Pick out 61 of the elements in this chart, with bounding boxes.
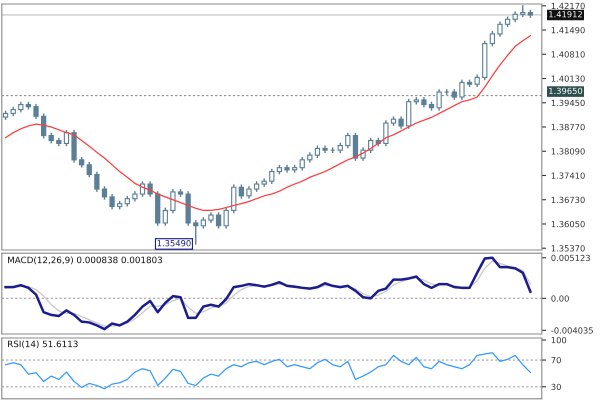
- y-tick-label: 1.35370: [552, 245, 585, 252]
- y-tick-label: 0.005123: [551, 254, 590, 262]
- y-tick-label: -0.004035: [551, 327, 593, 334]
- y-tick-label: 70: [552, 357, 561, 364]
- candlestick: [452, 89, 457, 100]
- y-tick-label: 1.40130: [552, 75, 585, 82]
- candlestick: [18, 102, 24, 112]
- y-tick-label: 1.38090: [552, 148, 585, 155]
- y-tick-label: 1.36730: [552, 196, 585, 204]
- candlestick: [238, 184, 244, 199]
- candlestick: [147, 181, 153, 197]
- candlestick: [269, 168, 274, 184]
- candlestick: [398, 116, 404, 129]
- y-tick-label: 100: [552, 336, 566, 344]
- candlestick: [490, 31, 496, 46]
- candlestick: [352, 132, 358, 161]
- y-tick-label: 0.00: [551, 295, 569, 302]
- candlestick: [300, 156, 305, 170]
- y-tick-label: 1.36050: [552, 220, 585, 228]
- annotation: 1.35490: [158, 240, 191, 246]
- candlestick: [436, 89, 442, 111]
- candlestick: [208, 212, 214, 223]
- candlestick: [94, 172, 100, 192]
- candlestick: [162, 208, 168, 226]
- candlestick: [459, 80, 465, 100]
- line-series: [4, 352, 532, 390]
- candlestick: [48, 132, 54, 144]
- ref-line-label: 1.41912: [549, 11, 582, 18]
- y-tick-label: 30: [551, 384, 561, 390]
- candlestick: [512, 12, 518, 22]
- candlestick: [497, 21, 503, 37]
- candlestick: [79, 156, 84, 168]
- candlestick: [193, 220, 198, 245]
- ref-line-label: 1.39650: [549, 88, 582, 94]
- y-tick-label: 1.39450: [552, 100, 585, 106]
- candlestick: [383, 120, 389, 146]
- candlestick: [200, 217, 206, 229]
- candlestick: [216, 212, 222, 229]
- candlestick: [40, 113, 46, 138]
- y-tick-label: 1.38770: [552, 124, 585, 130]
- y-tick-label: 1.40810: [552, 51, 585, 58]
- chart-title: MACD(12,26,9) 0.000838 0.001803: [8, 256, 162, 264]
- candlestick: [474, 74, 480, 88]
- candlestick: [246, 186, 252, 199]
- candlestick: [109, 194, 115, 210]
- candlestick: [314, 146, 320, 158]
- candlestick: [224, 208, 229, 229]
- candlestick: [231, 184, 236, 214]
- candlestick: [124, 196, 130, 206]
- line-series: [4, 35, 532, 212]
- candlestick: [504, 16, 510, 28]
- candlestick: [520, 5, 526, 18]
- candlestick: [102, 186, 108, 200]
- y-tick-label: 1.42170: [552, 2, 585, 10]
- candlestick: [86, 162, 92, 178]
- candlestick: [33, 104, 39, 120]
- chart-title: RSI(14) 51.6113: [8, 340, 78, 348]
- y-tick-label: 1.41490: [552, 27, 585, 34]
- candlestick: [345, 132, 351, 148]
- y-tick-label: 1.37410: [552, 172, 585, 179]
- candlestick: [254, 181, 260, 192]
